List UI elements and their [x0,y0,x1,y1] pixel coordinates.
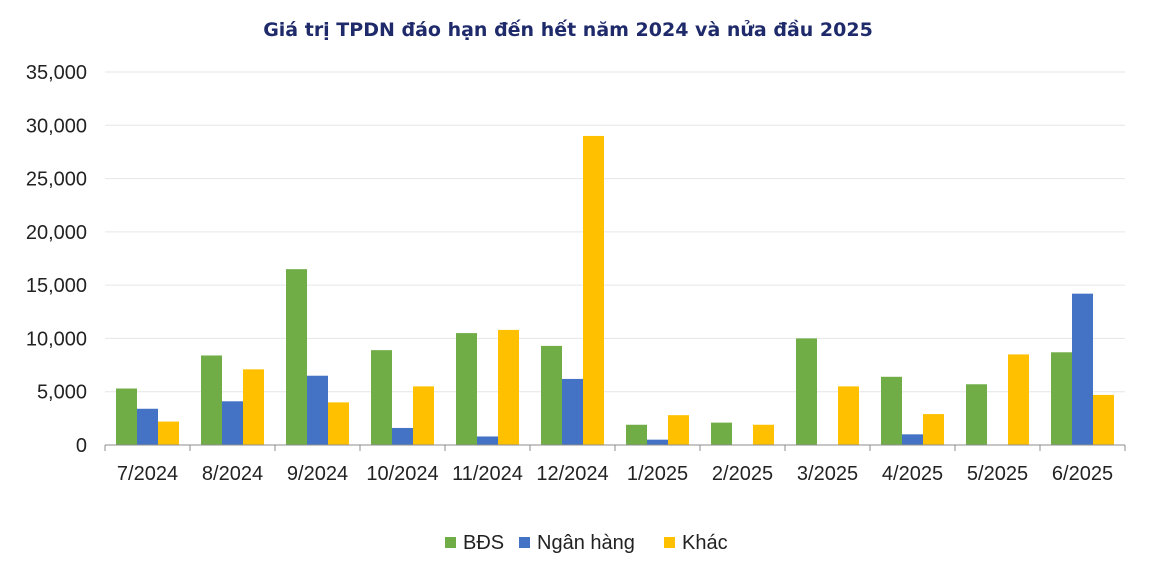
bar [626,424,647,445]
x-tick-label: 12/2024 [536,463,608,485]
bar [286,269,307,445]
bar [966,384,987,445]
bar [838,386,859,445]
bar [753,424,774,445]
bar [668,415,689,445]
x-tick-label: 1/2025 [627,463,688,485]
bar [201,355,222,445]
legend: BĐS Ngân hàng Khác [445,532,728,554]
bar [158,421,179,445]
bar [881,376,902,445]
y-tick-label: 10,000 [26,328,87,350]
bar [796,338,817,445]
legend-label: Khác [682,532,728,554]
bar [456,333,477,445]
x-tick-label: 3/2025 [797,463,858,485]
y-tick-label: 0 [76,435,87,457]
bar [371,350,392,445]
legend-swatch [445,537,456,548]
bar [1051,352,1072,445]
x-axis-ticks: 7/2024 8/2024 9/2024 10/2024 11/2024 12/2024 1… [104,445,1126,485]
bar [1072,293,1093,445]
x-tick-label: 11/2024 [452,463,523,485]
bar [1008,354,1029,445]
y-tick-label: 20,000 [26,222,87,244]
y-tick-label: 25,000 [26,169,87,191]
bar [243,369,264,445]
legend-label: BĐS [463,532,504,554]
bar [1093,394,1114,445]
bar [392,427,413,445]
legend-swatch [664,537,675,548]
x-tick-label: 4/2025 [882,463,943,485]
bar [137,408,158,445]
bar [222,401,243,445]
bar [562,378,583,445]
bar [116,388,137,445]
x-tick-label: 9/2024 [287,463,348,485]
bar [541,345,562,445]
chart-title: Giá trị TPDN đáo hạn đến hết năm 2024 và… [263,18,873,41]
bar [328,402,349,445]
x-tick-label: 7/2024 [117,463,178,485]
y-tick-label: 30,000 [26,115,87,137]
bar [413,386,434,445]
y-axis-ticks: 0 5,000 10,000 15,000 20,000 25,000 30,000 35,0… [26,62,87,457]
y-tick-label: 15,000 [26,275,87,297]
y-tick-label: 5,000 [37,382,87,404]
x-tick-label: 5/2025 [967,463,1028,485]
bars [116,135,1114,445]
bar [477,436,498,445]
bar [307,375,328,445]
x-tick-label: 2/2025 [712,463,773,485]
y-tick-label: 35,000 [26,62,87,84]
x-tick-label: 8/2024 [202,463,263,485]
bar [647,439,668,445]
bar [923,414,944,445]
x-tick-label: 10/2024 [366,463,438,485]
x-tick-label: 6/2025 [1052,463,1113,485]
legend-swatch [519,537,530,548]
legend-label: Ngân hàng [537,532,635,554]
bar [902,434,923,445]
gridlines [105,71,1125,393]
bar [498,329,519,445]
bar [583,135,604,445]
bar [711,422,732,445]
